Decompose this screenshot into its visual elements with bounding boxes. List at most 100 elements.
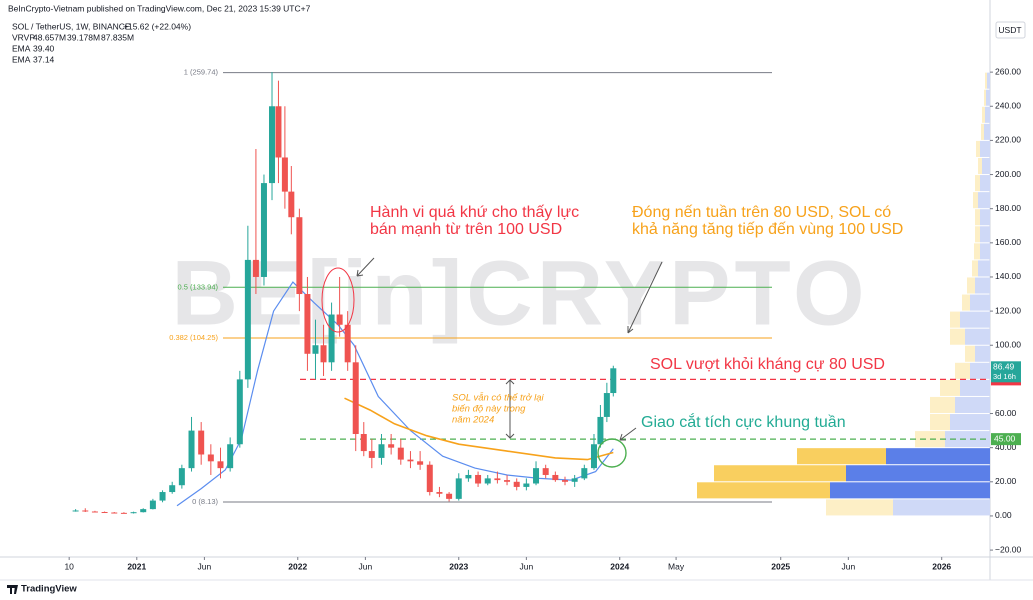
candle-body: [72, 510, 79, 512]
annotation: Hành vi quá khứ cho thấy lực: [370, 204, 579, 221]
y-tick-label: 120.00: [995, 305, 1021, 315]
profile-up: [975, 277, 990, 294]
profile-up: [980, 243, 990, 260]
candle-body: [562, 480, 569, 482]
candle-body: [542, 468, 549, 475]
x-tick-label: 2021: [127, 561, 146, 571]
profile-up: [982, 157, 990, 175]
x-tick-label: Jun: [520, 561, 534, 571]
y-tick-label: 260.00: [995, 66, 1021, 76]
candle-body: [207, 454, 214, 462]
profile-up: [886, 448, 990, 465]
profile-up: [980, 175, 990, 192]
x-tick-label: 10: [64, 561, 74, 571]
y-tick-label: 0.00: [995, 510, 1012, 520]
profile-up: [970, 362, 990, 379]
candle-body: [552, 474, 559, 481]
candle-body: [603, 393, 610, 417]
profile-up: [978, 260, 990, 277]
y-tick-label: 240.00: [995, 101, 1021, 111]
candle-body: [407, 459, 414, 462]
candle-body: [217, 461, 224, 469]
x-tick-label: 2022: [288, 561, 307, 571]
tv-logo: [7, 585, 18, 594]
candle-body: [336, 314, 343, 325]
profile-up: [985, 106, 990, 123]
candle-body: [378, 444, 385, 458]
indicator-name: EMA: [12, 43, 31, 53]
profile-down: [985, 72, 987, 89]
candle-body: [426, 464, 433, 493]
indicator-name: VRVP: [12, 32, 35, 42]
x-tick-label: Jun: [198, 561, 212, 571]
profile-up: [980, 226, 990, 243]
indicator-value: 39.40: [33, 43, 55, 53]
footer: TradingView: [21, 584, 77, 595]
profile-down: [967, 277, 975, 294]
profile-down: [714, 465, 846, 482]
profile-down: [974, 243, 980, 260]
currency-box[interactable]: [995, 21, 1026, 39]
annotation: bán mạnh từ trên 100 USD: [370, 221, 562, 238]
candle-body: [320, 345, 327, 363]
annotation: năm 2024: [452, 415, 494, 426]
candle-body: [111, 512, 118, 514]
symbol: SOL / TetherUS, 1W, BINANCE: [12, 21, 131, 31]
profile-up: [846, 465, 990, 482]
y-tick-label: 220.00: [995, 135, 1021, 145]
y-tick-label: 60.00: [995, 408, 1017, 418]
candle-body: [571, 478, 578, 482]
candle-body: [388, 444, 395, 448]
profile-down: [955, 362, 970, 379]
candle-body: [475, 474, 482, 484]
profile-up: [984, 123, 990, 140]
arrow: [619, 427, 637, 441]
candle-body: [581, 468, 588, 479]
profile-down: [981, 123, 984, 140]
y-tick-label: 20.00: [995, 476, 1017, 486]
ema-line: [344, 397, 614, 461]
fib-label: 0 (8.13): [192, 497, 218, 506]
candle-body: [465, 474, 472, 479]
candle-body: [149, 500, 156, 510]
y-tick-label: 100.00: [995, 339, 1021, 349]
candle-body: [244, 259, 251, 380]
candle-body: [344, 324, 351, 363]
last-price-label: 86.49: [993, 362, 1015, 372]
indicator-value: 37.14: [33, 54, 55, 64]
indicator-value: 48.657M: [33, 32, 66, 42]
candle-body: [328, 314, 335, 363]
candle-body: [446, 493, 453, 499]
candle-body: [227, 444, 234, 469]
candle-body: [360, 434, 367, 452]
profile-down: [940, 379, 960, 396]
profile-up: [893, 499, 990, 516]
candle-body: [198, 430, 205, 455]
level-badge: [991, 433, 1021, 446]
profile-down: [976, 140, 980, 157]
candle-body: [597, 416, 604, 445]
candle-body: [484, 478, 491, 484]
candle-body: [368, 451, 375, 458]
candle-body: [352, 362, 359, 435]
indicator-name: EMA: [12, 54, 31, 64]
profile-up: [830, 482, 990, 499]
annotation: Giao cắt tích cực khung tuần: [641, 412, 846, 431]
x-tick-label: 2024: [610, 561, 629, 571]
profile-up: [955, 396, 990, 414]
arrow: [627, 261, 663, 334]
candle-body: [523, 483, 530, 487]
profile-up: [986, 89, 990, 106]
candle-body: [140, 509, 147, 513]
x-tick-label: 2025: [771, 561, 790, 571]
candle-body: [269, 106, 276, 184]
currency: USDT: [998, 25, 1021, 35]
annotation: Đóng nến tuần trên 80 USD, SOL có: [632, 204, 891, 221]
candle-body: [504, 480, 511, 482]
x-tick-label: 2026: [932, 561, 951, 571]
candle-body: [188, 430, 195, 469]
annotation: biến độ này trong: [452, 404, 526, 415]
watermark: BE[in]CRYPTO: [171, 242, 868, 344]
x-tick-label: Jun: [359, 561, 373, 571]
